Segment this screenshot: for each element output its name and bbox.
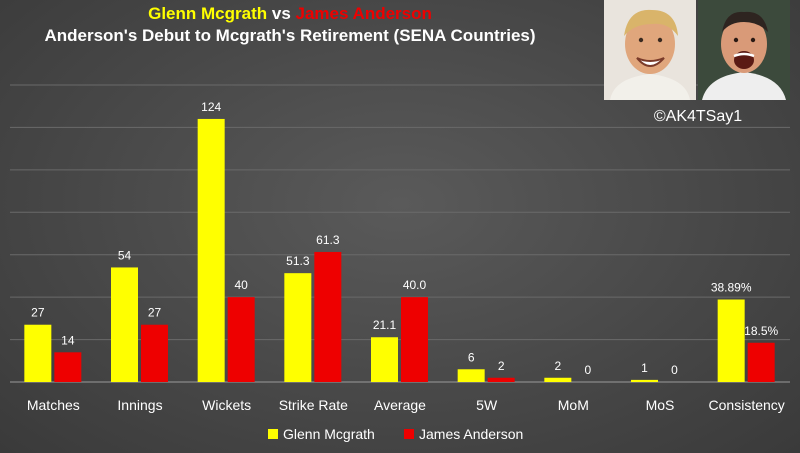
data-label: 14 (61, 333, 75, 347)
bar-anderson-3 (314, 251, 342, 382)
bar-mcgrath-6 (544, 377, 572, 382)
x-tick-label: Average (374, 397, 426, 413)
chart-title: Glenn Mcgrath vs James Anderson (0, 4, 580, 24)
player1-photo (604, 0, 696, 100)
data-label: 18.5% (744, 324, 778, 338)
bar-mcgrath-4 (371, 337, 398, 382)
legend-label: Glenn Mcgrath (283, 426, 375, 442)
data-label: 2 (498, 359, 505, 373)
data-label: 27 (148, 306, 162, 320)
bar-mcgrath-0 (24, 324, 52, 382)
data-label: 21.1 (373, 318, 397, 332)
chart-subtitle: Anderson's Debut to Mcgrath's Retirement… (44, 26, 536, 45)
bar-mcgrath-3 (284, 273, 312, 382)
legend-label: James Anderson (419, 426, 523, 442)
x-tick-label: Wickets (202, 397, 251, 413)
bar-anderson-5 (487, 377, 515, 382)
data-labels: 27 14 54 27 124 40 51.3 61.3 21.1 40.0 6 2 2 0 1 0 38.89… (31, 100, 778, 377)
data-label: 1 (641, 361, 648, 375)
data-label: 6 (468, 350, 475, 364)
title-player2: James Anderson (295, 4, 432, 23)
data-label: 51.3 (286, 254, 310, 268)
legend: Glenn Mcgrath James Anderson (268, 426, 523, 442)
data-label: 27 (31, 306, 45, 320)
x-tick-label: Strike Rate (279, 397, 348, 413)
bar-mcgrath-1 (111, 267, 138, 382)
bar-mcgrath-2 (197, 118, 225, 382)
bar-mcgrath-7 (631, 379, 658, 382)
x-axis: Matches Innings Wickets Strike Rate Average 5… (27, 397, 785, 413)
bar-anderson-8 (747, 342, 775, 382)
data-label: 0 (671, 363, 678, 377)
data-label: 38.89% (711, 280, 752, 294)
data-label: 54 (118, 248, 132, 262)
data-label: 2 (554, 359, 561, 373)
player2-photo (698, 0, 790, 100)
data-label: 0 (584, 363, 591, 377)
data-label: 124 (201, 100, 221, 114)
x-tick-label: MoM (558, 397, 589, 413)
legend-swatch (268, 429, 278, 439)
title-versus: vs (271, 4, 291, 23)
legend-swatch (404, 429, 414, 439)
bar-mcgrath-8 (717, 299, 745, 382)
credit-text: ©AK4TSay1 (653, 108, 743, 125)
x-tick-label: MoS (646, 397, 675, 413)
bar-anderson-2 (227, 297, 255, 382)
x-tick-label: Matches (27, 397, 80, 413)
title-player1: Glenn Mcgrath (148, 4, 268, 23)
bars (24, 118, 775, 382)
data-label: 61.3 (316, 233, 340, 247)
x-tick-label: 5W (476, 397, 498, 413)
bar-anderson-1 (141, 324, 168, 382)
x-tick-label: Innings (117, 397, 162, 413)
gridlines (10, 84, 790, 383)
x-tick-label: Consistency (709, 397, 785, 413)
bar-anderson-0 (54, 352, 82, 382)
bar-anderson-4 (401, 297, 428, 382)
data-label: 40 (234, 278, 248, 292)
bar-mcgrath-5 (457, 369, 485, 382)
data-label: 40.0 (403, 278, 427, 292)
